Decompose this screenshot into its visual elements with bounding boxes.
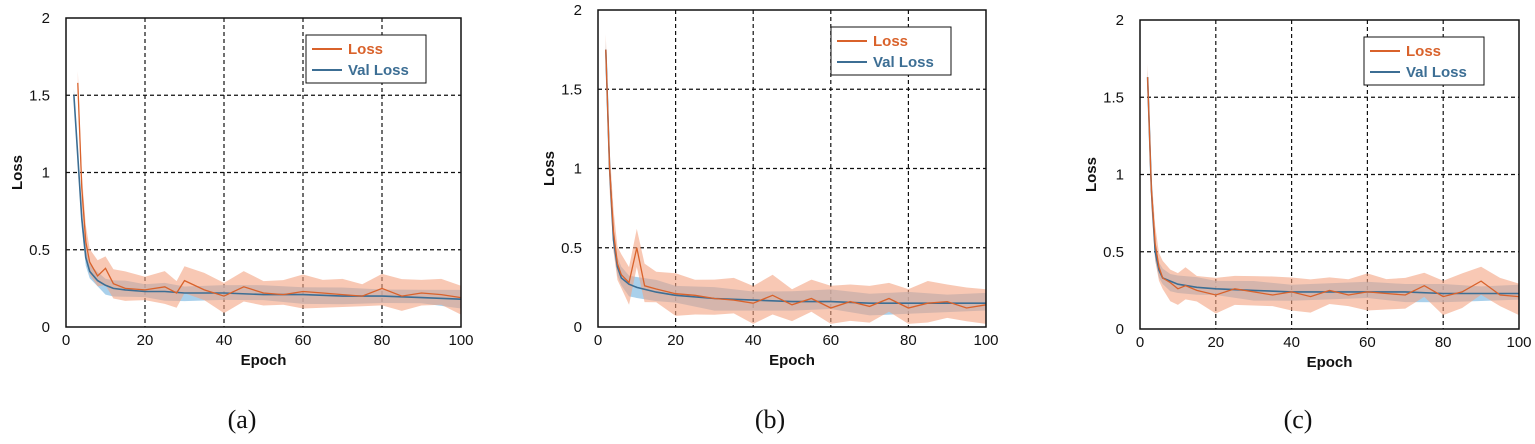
y-tick-label: 1.5	[561, 81, 582, 98]
legend-val-loss-label: Val Loss	[348, 62, 409, 79]
chart-panel-c: 0 20 40 60 80 100 0 0.5 1 1.5 2 Epoch Loss Loss Val Lo…	[1060, 0, 1535, 444]
legend-box	[305, 34, 427, 84]
y-tick-label: 0	[574, 319, 582, 336]
legend-box	[1363, 36, 1485, 86]
x-tick-label: 60	[1359, 334, 1376, 351]
x-axis-label: Epoch	[1307, 354, 1353, 371]
x-tick-label: 40	[216, 332, 233, 349]
y-tick-label: 0	[1116, 321, 1124, 338]
x-tick-label: 20	[667, 332, 684, 349]
plot-frame	[1139, 19, 1520, 330]
x-tick-label: 60	[822, 332, 839, 349]
x-axis-label: Epoch	[769, 352, 815, 369]
y-axis-label: Loss	[541, 151, 558, 186]
legend-val-loss-label: Val Loss	[1406, 64, 1467, 81]
loss-band	[605, 34, 986, 324]
chart-a: 0 20 40 60 80 100 0 0.5 1 1.5 2 Epoch Loss Loss Val Lo…	[9, 10, 474, 369]
y-tick-label: 2	[42, 10, 50, 27]
val-loss-line	[73, 95, 462, 300]
caption-a: (a)	[227, 405, 257, 434]
x-tick-label: 0	[1136, 334, 1144, 351]
x-tick-label: 80	[374, 332, 391, 349]
x-axis-label: Epoch	[241, 352, 287, 369]
plot-frame	[65, 17, 462, 328]
loss-line	[77, 82, 462, 299]
legend-loss-label: Loss	[348, 41, 383, 58]
caption-c: (c)	[1283, 405, 1313, 434]
y-tick-label: 0.5	[561, 240, 582, 257]
legend-val-loss-label: Val Loss	[873, 54, 934, 71]
x-tick-label: 20	[137, 332, 154, 349]
x-tick-label: 100	[1506, 334, 1531, 351]
chart-panel-a: 0 20 40 60 80 100 0 0.5 1 1.5 2 Epoch Loss Loss Val Lo…	[0, 0, 520, 444]
x-tick-label: 60	[295, 332, 312, 349]
y-tick-label: 0.5	[1103, 244, 1124, 261]
legend-loss-label: Loss	[873, 33, 908, 50]
plot-frame	[597, 9, 987, 328]
y-tick-label: 1.5	[1103, 89, 1124, 106]
chart-panel-b: 0 20 40 60 80 100 0 0.5 1 1.5 2 Epoch Loss Loss Val Lo…	[530, 0, 1050, 444]
y-tick-label: 1	[42, 165, 50, 182]
x-tick-label: 40	[745, 332, 762, 349]
legend-loss-label: Loss	[1406, 43, 1441, 60]
x-tick-label: 100	[973, 332, 998, 349]
x-tick-label: 0	[594, 332, 602, 349]
loss-line	[605, 49, 987, 309]
chart-c: 0 20 40 60 80 100 0 0.5 1 1.5 2 Epoch Loss Loss Val Lo…	[1083, 12, 1532, 371]
x-tick-label: 0	[62, 332, 70, 349]
loss-band	[1147, 64, 1519, 316]
x-tick-label: 100	[448, 332, 473, 349]
chart-b: 0 20 40 60 80 100 0 0.5 1 1.5 2 Epoch Loss Loss Val Lo…	[541, 2, 999, 369]
y-tick-label: 2	[1116, 12, 1124, 29]
x-tick-label: 40	[1283, 334, 1300, 351]
loss-band	[77, 70, 461, 315]
y-axis-label: Loss	[9, 155, 26, 190]
legend-box	[830, 26, 952, 76]
val-loss-line	[1146, 77, 1519, 295]
caption-b: (b)	[754, 405, 786, 434]
y-tick-label: 1.5	[29, 87, 50, 104]
y-tick-label: 2	[574, 2, 582, 19]
y-tick-label: 0	[42, 319, 50, 336]
loss-line	[1146, 77, 1520, 298]
y-tick-label: 1	[574, 161, 582, 178]
x-tick-label: 80	[900, 332, 917, 349]
y-tick-label: 1	[1116, 167, 1124, 184]
y-axis-label: Loss	[1083, 157, 1100, 192]
x-tick-label: 20	[1207, 334, 1224, 351]
y-tick-label: 0.5	[29, 242, 50, 259]
x-tick-label: 80	[1435, 334, 1452, 351]
